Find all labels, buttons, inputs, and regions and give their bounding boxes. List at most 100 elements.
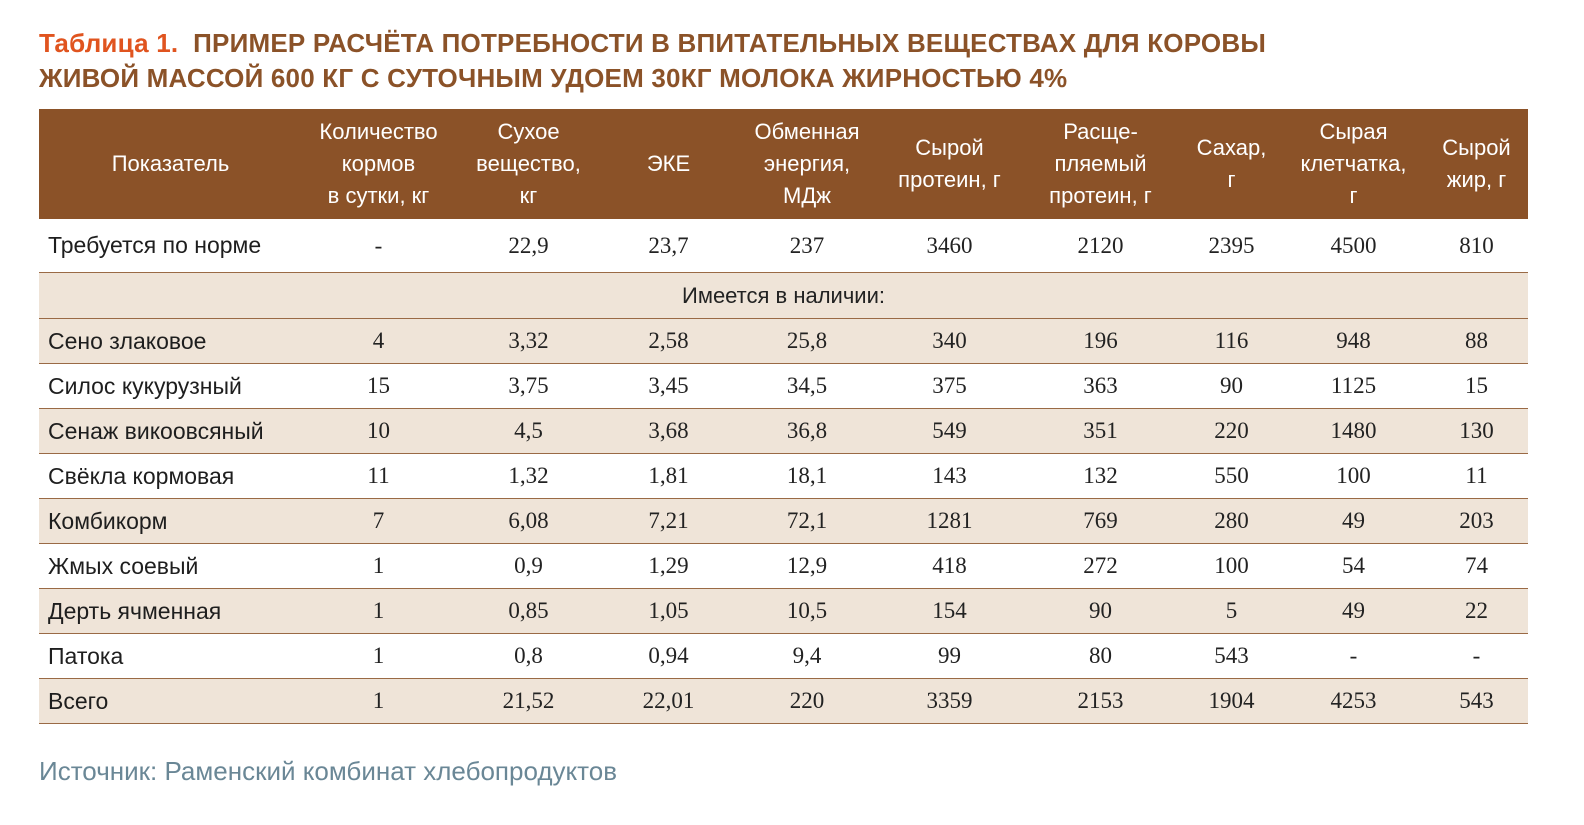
table-cell: -: [1282, 633, 1425, 679]
table-cell: 1281: [879, 498, 1020, 544]
table-cell: 15: [302, 363, 455, 409]
table-row: Сено злаковое 4 3,32 2,58 25,8 340 196 1…: [39, 318, 1528, 364]
table-cell: 100: [1181, 543, 1282, 589]
table-cell: 2395: [1181, 219, 1282, 273]
table-cell: 3,45: [602, 363, 735, 409]
table-cell: 810: [1425, 219, 1528, 273]
header-eke: ЭКЕ: [602, 109, 735, 219]
table-row: Жмых соевый 1 0,9 1,29 12,9 418 272 100 …: [39, 543, 1528, 589]
table-cell: 4500: [1282, 219, 1425, 273]
table-cell: 143: [879, 453, 1020, 499]
table-cell: 116: [1181, 318, 1282, 364]
table-cell: 769: [1020, 498, 1181, 544]
table-cell: 203: [1425, 498, 1528, 544]
table-cell: 72,1: [735, 498, 879, 544]
row-label: Дерть ячменная: [39, 588, 302, 634]
table-cell: 1125: [1282, 363, 1425, 409]
section-row: Имеется в наличии:: [39, 272, 1528, 319]
table-cell: 196: [1020, 318, 1181, 364]
table-cell: 1,29: [602, 543, 735, 589]
table-cell: 34,5: [735, 363, 879, 409]
table-row: Силос кукурузный 15 3,75 3,45 34,5 375 3…: [39, 363, 1528, 409]
table-cell: 375: [879, 363, 1020, 409]
row-label: Жмых соевый: [39, 543, 302, 589]
table-cell: 74: [1425, 543, 1528, 589]
table-cell: 99: [879, 633, 1020, 679]
section-label: Имеется в наличии:: [39, 272, 1528, 319]
total-row: Всего 1 21,52 22,01 220 3359 2153 1904 4…: [39, 678, 1528, 724]
header-feed-quantity: Количество кормов в сутки, кг: [302, 109, 455, 219]
table-cell: 12,9: [735, 543, 879, 589]
row-label: Требуется по норме: [39, 219, 302, 273]
table-cell: 90: [1181, 363, 1282, 409]
table-cell: 418: [879, 543, 1020, 589]
table-cell: 3359: [879, 678, 1020, 724]
header-sugar: Сахар, г: [1181, 109, 1282, 219]
table-header-row: Показатель Количество кормов в сутки, кг С…: [39, 109, 1528, 219]
table-cell: 550: [1181, 453, 1282, 499]
table-cell: 0,94: [602, 633, 735, 679]
title-text-1: ПРИМЕР РАСЧЁТА ПОТРЕБНОСТИ В ВПИТАТЕЛЬНЫ…: [193, 28, 1266, 58]
table-cell: 11: [302, 453, 455, 499]
table-cell: 5: [1181, 588, 1282, 634]
table-cell: 88: [1425, 318, 1528, 364]
table-cell: 23,7: [602, 219, 735, 273]
table-cell: 4: [302, 318, 455, 364]
table-title: Таблица 1. ПРИМЕР РАСЧЁТА ПОТРЕБНОСТИ В …: [39, 26, 1529, 96]
table-cell: 21,52: [455, 678, 602, 724]
table-cell: 1904: [1181, 678, 1282, 724]
table-cell: 3460: [879, 219, 1020, 273]
table-cell: 132: [1020, 453, 1181, 499]
table-row: Патока 1 0,8 0,94 9,4 99 80 543 - -: [39, 633, 1528, 679]
row-label: Комбикорм: [39, 498, 302, 544]
table-cell: 1,05: [602, 588, 735, 634]
table-cell: 80: [1020, 633, 1181, 679]
table-row: Комбикорм 7 6,08 7,21 72,1 1281 769 280 …: [39, 498, 1528, 544]
row-label: Силос кукурузный: [39, 363, 302, 409]
table-cell: 9,4: [735, 633, 879, 679]
row-label: Патока: [39, 633, 302, 679]
table-cell: 1: [302, 543, 455, 589]
table-number-label: Таблица 1.: [39, 28, 179, 58]
table-cell: 54: [1282, 543, 1425, 589]
table-cell: 340: [879, 318, 1020, 364]
header-crude-fat: Сырой жир, г: [1425, 109, 1528, 219]
title-line-1: Таблица 1. ПРИМЕР РАСЧЁТА ПОТРЕБНОСТИ В …: [39, 26, 1529, 61]
table-cell: 0,9: [455, 543, 602, 589]
table-cell: 36,8: [735, 408, 879, 454]
header-dry-matter: Сухое вещество, кг: [455, 109, 602, 219]
table-cell: -: [302, 219, 455, 273]
source-note: Источник: Раменский комбинат хлебопродук…: [39, 756, 618, 786]
table-row: Дерть ячменная 1 0,85 1,05 10,5 154 90 5…: [39, 588, 1528, 634]
table-cell: 3,75: [455, 363, 602, 409]
row-label: Сенаж викоовсяный: [39, 408, 302, 454]
nutrient-table: Показатель Количество кормов в сутки, кг С…: [39, 109, 1528, 724]
table-cell: 7: [302, 498, 455, 544]
table-cell: 351: [1020, 408, 1181, 454]
row-label: Всего: [39, 678, 302, 724]
table-cell: 4253: [1282, 678, 1425, 724]
table-cell: 543: [1181, 633, 1282, 679]
table-cell: 549: [879, 408, 1020, 454]
table-cell: 2120: [1020, 219, 1181, 273]
table-cell: 237: [735, 219, 879, 273]
table-cell: 130: [1425, 408, 1528, 454]
table-cell: 3,32: [455, 318, 602, 364]
table-cell: 6,08: [455, 498, 602, 544]
title-line-2: ЖИВОЙ МАССОЙ 600 КГ С СУТОЧНЫМ УДОЕМ 30К…: [39, 63, 1068, 93]
table-cell: 1: [302, 633, 455, 679]
table-cell: 22: [1425, 588, 1528, 634]
table-cell: 1: [302, 678, 455, 724]
table-cell: 22,01: [602, 678, 735, 724]
table-cell: 154: [879, 588, 1020, 634]
table-cell: 1: [302, 588, 455, 634]
table-cell: 7,21: [602, 498, 735, 544]
table-cell: -: [1425, 633, 1528, 679]
table-cell: 49: [1282, 498, 1425, 544]
header-degradable-protein: Расще-пляемый протеин, г: [1020, 109, 1181, 219]
table-cell: 948: [1282, 318, 1425, 364]
table-cell: 2,58: [602, 318, 735, 364]
table-cell: 15: [1425, 363, 1528, 409]
table-cell: 0,8: [455, 633, 602, 679]
table-cell: 1,32: [455, 453, 602, 499]
